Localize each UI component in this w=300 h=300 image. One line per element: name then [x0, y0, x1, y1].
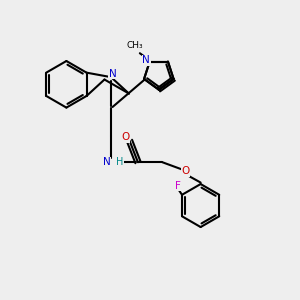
Text: N: N — [109, 69, 117, 79]
Text: N: N — [103, 157, 110, 167]
Text: H: H — [116, 157, 124, 167]
Text: CH₃: CH₃ — [127, 41, 143, 50]
Text: N: N — [142, 55, 150, 65]
Text: O: O — [121, 132, 129, 142]
Text: F: F — [175, 181, 181, 191]
Text: O: O — [182, 166, 190, 176]
